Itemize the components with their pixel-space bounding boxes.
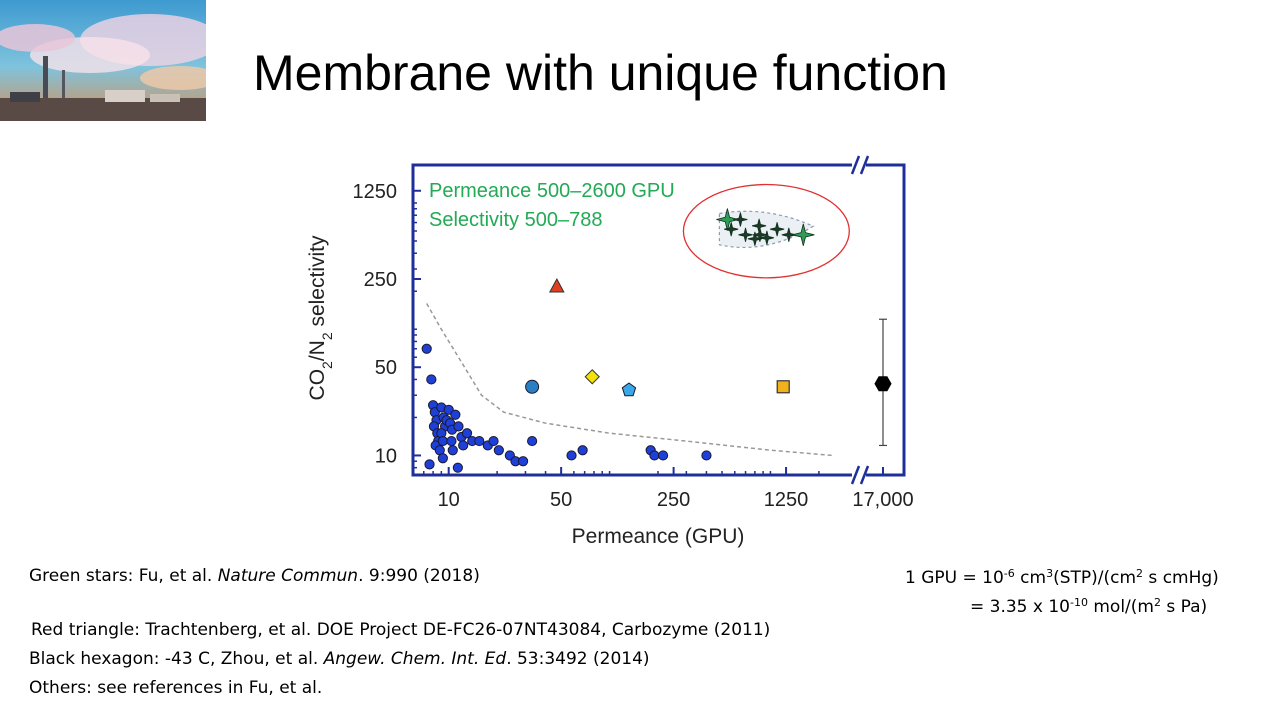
data-point-circle: [488, 435, 499, 447]
upper-bound-curve: [426, 303, 832, 457]
data-point-star: [738, 227, 753, 242]
x-tick-label: 10: [438, 489, 460, 511]
selectivity-permeance-chart: Permeance 500–2600 GPU Selectivity 500–7…: [306, 155, 914, 548]
x-axis-label: Permeance (GPU): [572, 525, 745, 548]
y-tick-label: 250: [364, 269, 397, 291]
x-tick-label: 250: [657, 489, 690, 511]
y-tick-label: 50: [375, 357, 397, 379]
data-point-circle: [446, 435, 457, 447]
data-point-star: [752, 227, 767, 242]
data-point-circle: [453, 421, 464, 432]
data-point-circle: [437, 453, 448, 464]
data-point-star: [759, 230, 774, 245]
data-point-circle: [493, 445, 504, 456]
highlight-ellipse: [682, 183, 850, 279]
data-point-circle: [426, 374, 437, 385]
data-point-circle: [517, 456, 529, 467]
data-point-circle: [443, 404, 454, 415]
data-point-diamond: [584, 369, 600, 385]
axis-break-mark: [859, 155, 870, 175]
y-tick-label: 1250: [353, 181, 398, 203]
gpu-l1-b: cm: [1014, 568, 1047, 588]
gpu-l1-a: 1 GPU = 10: [905, 568, 1004, 588]
plot-area: [413, 165, 904, 475]
gpu-l1-d: s cmHg): [1143, 568, 1219, 588]
ref-red-triangle: Red triangle: Trachtenberg, et al. DOE P…: [31, 620, 771, 640]
x-tick-label: 1250: [764, 489, 809, 511]
gpu-l2-a: = 3.35 x 10: [970, 597, 1070, 617]
data-point-triangle: [548, 277, 565, 293]
ref-others: Others: see references in Fu, et al.: [29, 678, 323, 698]
axis-break-mark: [850, 465, 861, 485]
data-point-circle: [437, 435, 448, 447]
ref-black-hexagon-journal: Angew. Chem. Int. Ed: [323, 649, 507, 669]
data-point-circle: [450, 409, 461, 420]
data-point-star: [716, 208, 739, 231]
factory-smokestack-photo: [0, 0, 206, 121]
y-axis-label: CO2/N2 selectivity: [306, 235, 335, 400]
data-point-circle: [566, 450, 577, 461]
data-point-hexagon: [874, 376, 892, 392]
data-point-circle: [527, 435, 538, 447]
gpu-l2-exp: -10: [1070, 596, 1088, 609]
gpu-l2-c: s Pa): [1160, 597, 1208, 617]
data-point-star: [792, 223, 815, 246]
ref-black-hexagon: Black hexagon: -43 C, Zhou, et al. Angew…: [29, 648, 650, 670]
data-point-star: [733, 212, 748, 227]
data-point-circle: [424, 459, 435, 470]
ref-green-stars: Green stars: Fu, et al. Nature Commun. 9…: [29, 565, 480, 587]
data-point-square: [776, 380, 790, 394]
gpu-l2-sq: 2: [1153, 596, 1161, 609]
data-point-star: [724, 222, 739, 237]
axis-break-mark: [859, 465, 870, 485]
data-point-circle: [657, 450, 669, 461]
data-point-circle: [701, 450, 712, 461]
ref-green-stars-text: Green stars: Fu, et al.: [29, 566, 218, 586]
data-point-circle: [474, 435, 485, 447]
axis-break-mark: [850, 155, 861, 175]
ref-black-hexagon-text: Black hexagon: -43 C, Zhou, et al.: [29, 649, 324, 669]
y-tick-label: 10: [375, 445, 397, 467]
data-point-circle: [458, 440, 469, 451]
data-point-star: [781, 227, 796, 242]
ref-green-stars-journal: Nature Commun: [217, 566, 359, 586]
ref-green-stars-citation: . 9:990 (2018): [358, 566, 480, 586]
chart-annotation-permeance: Permeance 500–2600 GPU: [429, 180, 675, 202]
data-point-circle: [452, 462, 463, 473]
gpu-l1-c: (STP)/(cm: [1053, 568, 1137, 588]
gpu-definition-line-1: 1 GPU = 10-6 cm3(STP)/(cm2 s cmHg): [905, 567, 1219, 589]
data-point-circle: [649, 450, 660, 461]
gpu-definition-line-2: = 3.35 x 10-10 mol/(m2 s Pa): [970, 596, 1207, 618]
chart-annotation-selectivity: Selectivity 500–788: [429, 209, 602, 231]
data-point-star: [747, 231, 762, 246]
gpu-l1-cube: 3: [1046, 567, 1054, 580]
ref-black-hexagon-citation: . 53:3492 (2014): [506, 649, 650, 669]
data-point-star: [770, 222, 785, 237]
x-tick-label: 17,000: [852, 489, 913, 511]
gpu-l1-sq: 2: [1136, 567, 1144, 580]
gpu-l2-b: mol/(m: [1087, 597, 1154, 617]
data-point-circle: [525, 379, 540, 394]
data-point-circle: [461, 428, 473, 439]
data-point-circle: [421, 343, 432, 354]
data-point-pentagon: [621, 382, 637, 397]
data-point-circle: [447, 445, 458, 456]
data-point-circle: [577, 445, 588, 456]
x-tick-label: 50: [550, 489, 572, 511]
slide-title: Membrane with unique function: [253, 45, 948, 101]
gpu-l1-exp: -6: [1003, 567, 1015, 580]
